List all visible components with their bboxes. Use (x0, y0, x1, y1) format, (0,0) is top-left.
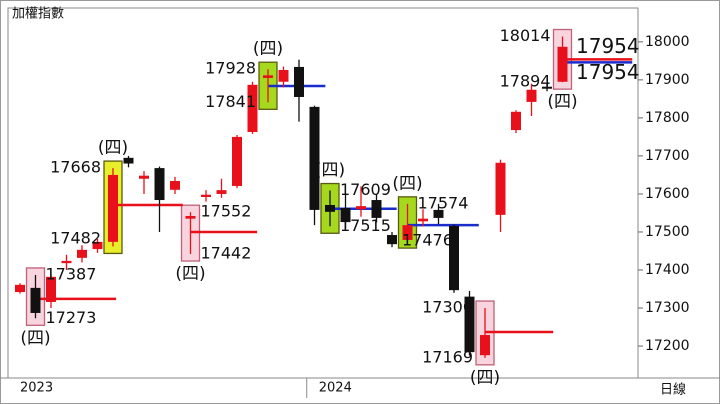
level-label: 17954 (576, 34, 640, 58)
candle-body (139, 175, 149, 179)
candle-body (247, 84, 258, 132)
candle-body (123, 157, 134, 164)
weekday-marker: (四) (253, 39, 283, 59)
candle-body (278, 69, 289, 82)
candle-body (92, 241, 103, 250)
y-tick-label: 18000 (645, 34, 690, 50)
candle-body (201, 194, 211, 197)
weekday-marker: (四) (392, 174, 422, 194)
candle-body (464, 296, 475, 353)
timeframe-label: 日線 (660, 382, 686, 398)
chart-title: 加權指數 (12, 7, 64, 22)
candle-body (325, 204, 335, 212)
candle-body (263, 75, 273, 78)
y-tick-label: 17200 (645, 338, 690, 354)
candle-body (371, 200, 382, 218)
candle-body (216, 190, 227, 194)
y-tick-label: 17300 (645, 300, 690, 316)
weekday-marker: (四) (470, 368, 500, 388)
candle-body (15, 284, 25, 293)
y-tick-label: 17700 (645, 148, 690, 164)
candle-body (433, 209, 444, 218)
candle-body (309, 106, 320, 210)
candle-body (108, 174, 118, 242)
price-annotation: 17668 (50, 158, 101, 177)
candle-body (418, 218, 428, 222)
price-annotation: 17609 (340, 180, 391, 199)
price-annotation: 18014 (500, 26, 551, 45)
candle-body (340, 208, 351, 223)
candle-body (61, 260, 72, 264)
y-tick-label: 17500 (645, 224, 690, 240)
price-annotation: 17928 (205, 59, 256, 78)
candle-body (387, 235, 397, 245)
price-annotation: 17841 (205, 92, 256, 111)
y-tick-label: 17800 (645, 110, 690, 126)
candle-body (526, 89, 537, 102)
price-annotation: 17169 (422, 347, 473, 366)
candle-body (495, 162, 506, 215)
price-annotation: 17442 (201, 244, 252, 263)
price-annotation: 17482 (50, 228, 101, 247)
candle-body (185, 216, 196, 219)
y-tick-label: 17400 (645, 262, 690, 278)
y-tick-label: 17900 (645, 72, 690, 88)
weekday-marker: (四) (175, 264, 205, 284)
price-annotation: 17574 (418, 193, 469, 212)
candle-body (402, 225, 413, 240)
weekday-marker: (四) (98, 138, 128, 158)
price-annotation: 17300 (422, 298, 473, 317)
candle-body (511, 111, 521, 131)
price-annotation: 17273 (46, 308, 97, 327)
candle-body (46, 276, 56, 302)
candle-body (356, 206, 366, 210)
year-label: 2024 (319, 381, 352, 396)
candle-body (170, 181, 180, 190)
candle-body (77, 249, 87, 258)
price-annotation: 17476 (402, 231, 453, 250)
price-annotation: 17894 (500, 72, 551, 91)
price-annotation: 17515 (340, 216, 391, 235)
year-label: 2023 (20, 381, 53, 396)
candle-body (542, 86, 552, 89)
candle-body (480, 335, 490, 356)
level-label: 17954 (576, 60, 640, 84)
weekday-marker: (四) (547, 92, 577, 112)
weekday-marker: (四) (20, 328, 50, 348)
candle-body (232, 136, 242, 186)
candle-body (294, 66, 304, 97)
y-tick-label: 17600 (645, 186, 690, 202)
candle-body (30, 287, 41, 313)
price-annotation: 17552 (201, 202, 252, 221)
candle-body (449, 225, 459, 291)
weekday-marker: (四) (315, 161, 345, 181)
candle-body (154, 168, 165, 201)
candle-body (557, 46, 568, 82)
price-annotation: 17387 (46, 264, 97, 283)
